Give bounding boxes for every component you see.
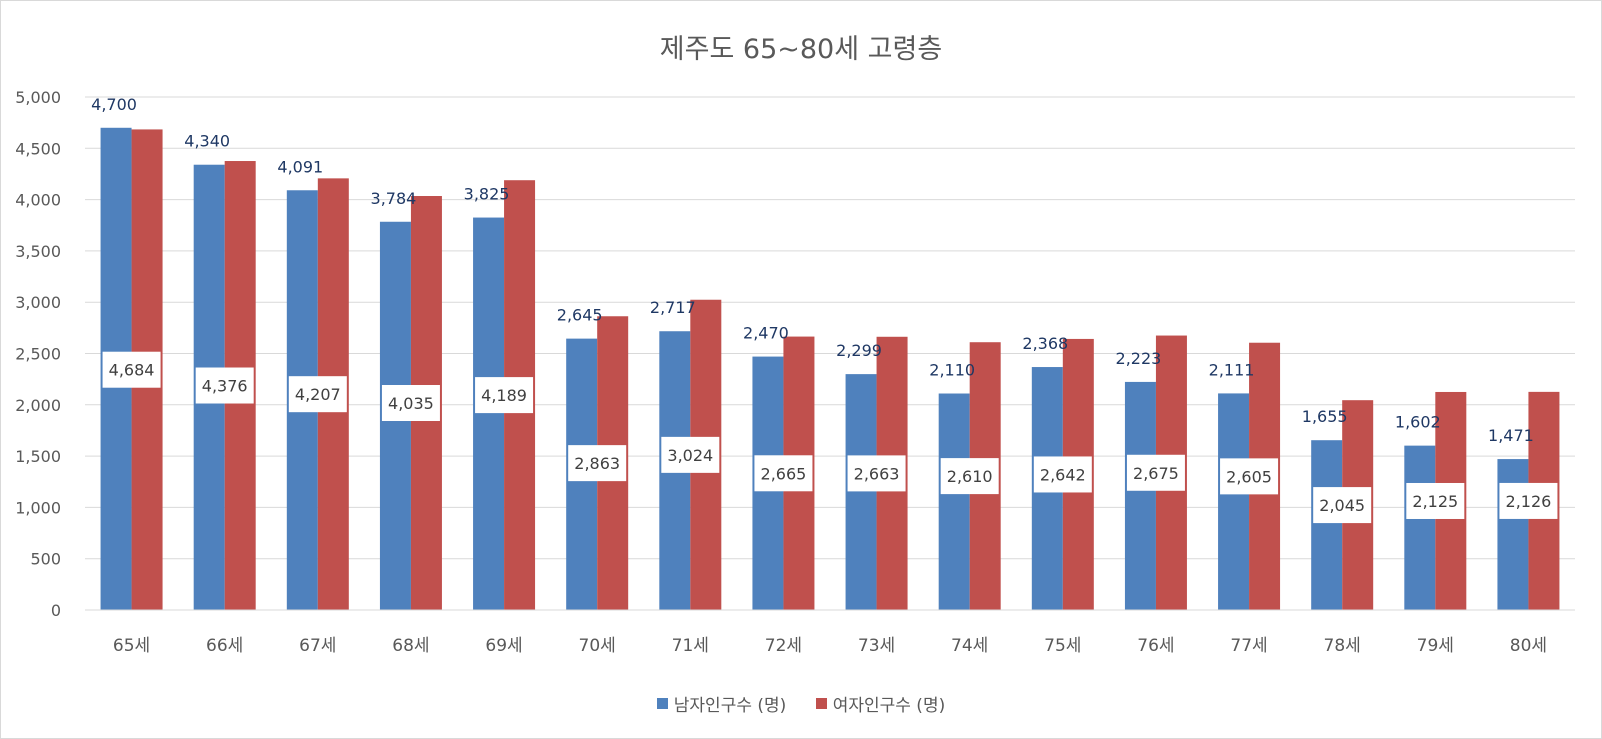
- legend: 남자인구수 (명) 여자인구수 (명): [1, 691, 1601, 716]
- x-tick-label: 68세: [392, 636, 429, 656]
- legend-swatch-female: [815, 698, 827, 709]
- data-label-female: 2,663: [854, 464, 900, 483]
- x-tick-label: 72세: [765, 636, 802, 656]
- bar: [1311, 440, 1343, 610]
- bar: [845, 374, 877, 610]
- data-label-box: [661, 436, 720, 473]
- legend-label-male: 남자인구수 (명): [673, 696, 787, 716]
- y-tick-label: 1,500: [15, 447, 61, 466]
- data-label-box: [940, 458, 999, 495]
- data-label-female: 4,189: [481, 386, 527, 405]
- bar: [473, 217, 505, 610]
- data-label-box: [195, 367, 254, 404]
- data-label-female: 2,863: [574, 454, 620, 473]
- x-tick-label: 78세: [1324, 636, 1361, 656]
- legend-item-male: 남자인구수 (명): [656, 691, 787, 716]
- x-tick-label: 73세: [858, 636, 895, 656]
- x-tick-label: 70세: [579, 636, 616, 656]
- data-label-female: 2,675: [1133, 464, 1179, 483]
- bar: [1404, 445, 1436, 610]
- data-label-male: 3,784: [371, 189, 417, 208]
- x-tick-label: 66세: [206, 636, 243, 656]
- data-label-female: 3,024: [667, 446, 713, 465]
- y-tick-label: 4,000: [15, 191, 61, 210]
- legend-label-female: 여자인구수 (명): [832, 696, 946, 716]
- data-label-box: [288, 376, 347, 413]
- data-label-box: [1033, 456, 1092, 493]
- x-tick-label: 65세: [113, 636, 150, 656]
- data-label-male: 2,717: [650, 298, 696, 317]
- data-label-female: 4,035: [388, 394, 434, 413]
- x-tick-label: 80세: [1510, 636, 1547, 656]
- y-tick-label: 500: [30, 550, 61, 569]
- bar: [1218, 393, 1250, 610]
- data-label-box: [1313, 487, 1372, 524]
- y-tick-label: 2,000: [15, 396, 61, 415]
- data-label-male: 4,091: [277, 157, 323, 176]
- data-label-male: 4,340: [184, 132, 230, 151]
- data-label-male: 2,110: [929, 361, 975, 380]
- data-label-female: 2,665: [761, 464, 807, 483]
- y-tick-label: 3,000: [15, 293, 61, 312]
- x-tick-label: 74세: [951, 636, 988, 656]
- x-tick-label: 79세: [1417, 636, 1454, 656]
- data-label-female: 4,376: [202, 377, 248, 396]
- x-tick-label: 75세: [1044, 636, 1081, 656]
- data-label-female: 2,125: [1412, 492, 1458, 511]
- data-label-box: [102, 351, 161, 388]
- data-label-male: 1,655: [1302, 407, 1348, 426]
- legend-item-female: 여자인구수 (명): [815, 691, 946, 716]
- data-label-box: [568, 445, 627, 482]
- y-tick-label: 2,500: [15, 345, 61, 364]
- data-label-female: 2,045: [1319, 496, 1365, 515]
- data-label-box: [381, 385, 440, 422]
- data-label-male: 2,470: [743, 324, 789, 343]
- data-label-female: 2,605: [1226, 467, 1272, 486]
- data-label-male: 2,645: [557, 306, 603, 325]
- data-label-male: 2,368: [1022, 334, 1068, 353]
- data-label-female: 4,684: [109, 361, 155, 380]
- data-label-male: 2,111: [1209, 360, 1255, 379]
- x-tick-label: 69세: [485, 636, 522, 656]
- legend-swatch-male: [656, 698, 668, 709]
- data-label-box: [847, 455, 906, 492]
- y-tick-label: 1,000: [15, 498, 61, 517]
- data-label-box: [754, 455, 813, 492]
- data-label-female: 2,642: [1040, 465, 1086, 484]
- chart-title: 제주도 65~80세 고령층: [659, 34, 943, 65]
- bar: [1497, 459, 1529, 610]
- bar: [1124, 381, 1156, 610]
- data-label-male: 1,602: [1395, 413, 1441, 432]
- y-tick-label: 5,000: [15, 88, 61, 107]
- data-label-female: 2,610: [947, 467, 993, 486]
- x-tick-label: 77세: [1230, 636, 1267, 656]
- data-label-box: [1220, 458, 1279, 495]
- x-tick-label: 76세: [1137, 636, 1174, 656]
- x-tick-label: 71세: [672, 636, 709, 656]
- y-tick-label: 0: [51, 601, 61, 620]
- data-label-female: 2,126: [1506, 492, 1552, 511]
- data-label-box: [475, 377, 534, 414]
- data-label-male: 3,825: [464, 185, 510, 204]
- data-label-box: [1406, 482, 1465, 519]
- data-label-male: 4,700: [91, 95, 137, 114]
- x-tick-label: 67세: [299, 636, 336, 656]
- data-label-female: 4,207: [295, 385, 341, 404]
- data-label-male: 1,471: [1488, 426, 1534, 445]
- data-label-male: 2,223: [1116, 349, 1162, 368]
- data-label-box: [1126, 454, 1185, 491]
- y-tick-label: 3,500: [15, 242, 61, 261]
- data-label-male: 2,299: [836, 341, 882, 360]
- data-label-box: [1499, 482, 1558, 519]
- y-tick-label: 4,500: [15, 139, 61, 158]
- bar: [938, 393, 970, 610]
